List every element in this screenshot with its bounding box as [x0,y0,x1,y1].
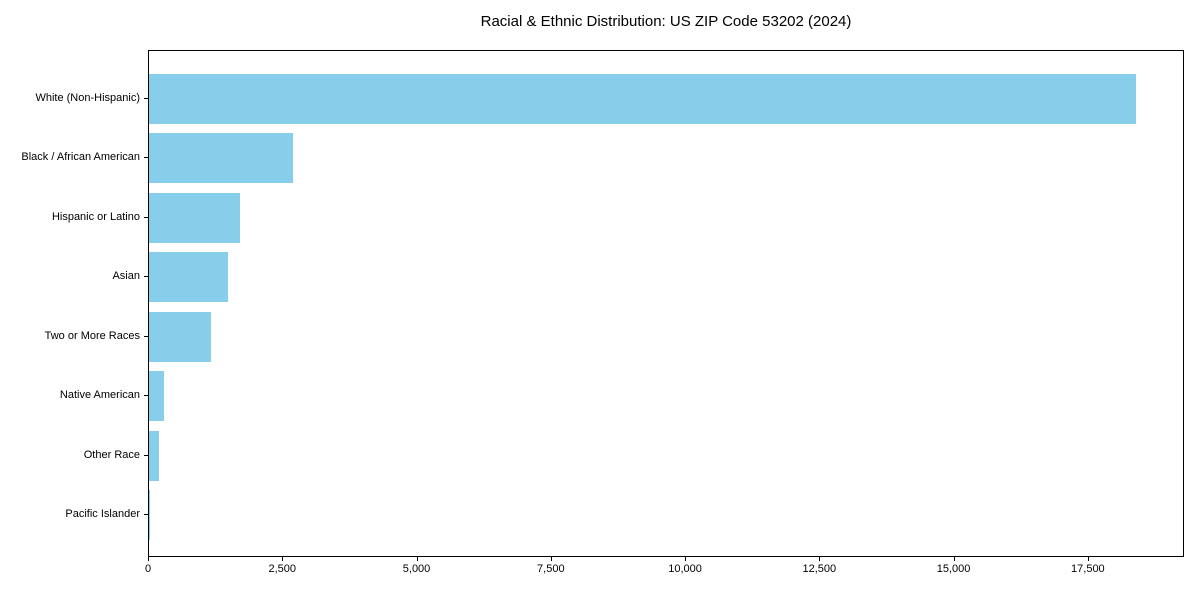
y-tick-mark [144,395,148,397]
x-tick-label: 10,000 [668,563,702,575]
x-tick-label: 15,000 [936,563,971,575]
y-axis-label-other-race: Other Race [83,448,140,461]
y-axis-label-pacific-islander: Pacific Islander [65,508,140,520]
y-axis-label-white-non-hispanic: White (Non-Hispanic) [35,92,140,104]
x-tick-mark [1087,557,1089,561]
x-tick-mark [148,557,149,561]
x-tick-mark [282,557,284,561]
y-tick-mark [144,454,148,456]
y-tick-mark [144,157,148,159]
x-tick-mark [819,557,821,561]
x-tick-label: 5,000 [402,563,431,575]
y-tick-mark [144,216,148,218]
x-tick-mark [550,557,552,561]
bar-two-or-more-races [149,311,211,362]
y-tick-mark [144,514,148,515]
x-tick-label: 2,500 [268,563,297,575]
x-tick-label: 7,500 [537,563,565,575]
y-tick-mark [144,98,148,99]
plot-area [148,50,1184,557]
y-axis-label-hispanic-or-latino: Hispanic or Latino [51,210,140,223]
bar-hispanic-or-latino [149,192,240,243]
y-axis-label-native-american: Native American [59,389,140,402]
x-tick-label: 0 [144,563,152,575]
y-axis-label-black-african-american: Black / African American [21,151,140,164]
x-tick-mark [416,557,418,561]
bar-asian [149,252,229,303]
y-tick-mark [144,276,148,278]
x-tick-mark [685,557,687,561]
bar-black-african-american [149,133,293,184]
y-axis-label-asian: Asian [112,270,140,283]
y-axis-label-two-or-more-races: Two or More Races [44,329,140,342]
x-tick-label: 17,500 [1071,563,1105,575]
bar-other-race [149,430,160,481]
y-tick-mark [144,335,148,337]
bar-pacific-islander [149,490,150,540]
bar-white-non-hispanic [149,74,1136,124]
bar-native-american [149,371,164,422]
x-tick-label: 12,500 [802,563,837,575]
x-tick-mark [953,557,955,561]
chart-title: Racial & Ethnic Distribution: US ZIP Cod… [480,13,852,30]
